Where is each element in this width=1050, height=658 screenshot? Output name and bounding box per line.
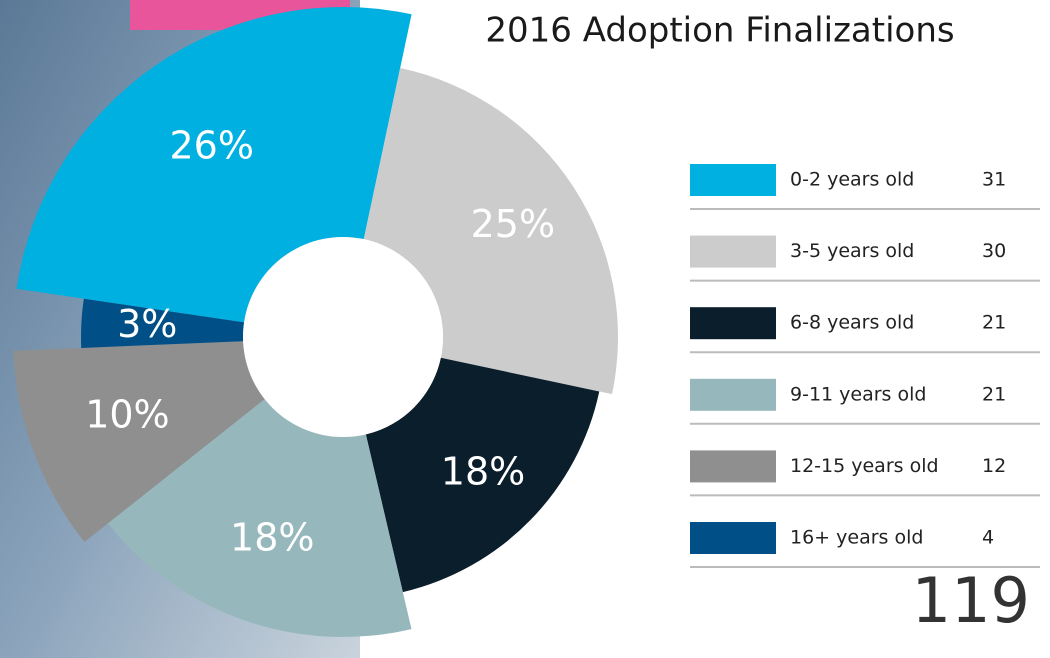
slice-label: 25% xyxy=(471,202,555,246)
legend-value: 4 xyxy=(982,527,994,549)
pie-slice xyxy=(13,341,265,542)
legend-swatch xyxy=(690,522,776,554)
pie-slice xyxy=(81,298,245,348)
slice-label: 18% xyxy=(230,516,314,560)
pie-slice xyxy=(363,68,619,395)
chart-title: 2016 Adoption Finalizations xyxy=(485,11,954,51)
legend-label: 12-15 years old xyxy=(790,455,939,477)
legend-swatch xyxy=(690,235,776,268)
legend-label: 0-2 years old xyxy=(790,169,914,191)
legend-value: 21 xyxy=(982,383,1006,405)
legend-swatch xyxy=(690,450,776,483)
pie: 26% 25% 18% 18% 10% 3% xyxy=(13,7,619,637)
legend-value: 21 xyxy=(982,312,1006,334)
slice-label: 26% xyxy=(170,124,254,168)
legend-label: 3-5 years old xyxy=(790,240,914,262)
slice-label: 3% xyxy=(117,302,177,346)
slice-label: 10% xyxy=(85,393,169,437)
legend: 0-2 years old 31 3-5 years old 30 6-8 years … xyxy=(690,164,1040,568)
legend-label: 9-11 years old xyxy=(790,383,926,405)
legend-label: 6-8 years old xyxy=(790,312,914,334)
legend-label: 16+ years old xyxy=(790,527,923,549)
pie-slice xyxy=(16,7,412,323)
total: 119 xyxy=(912,564,1030,637)
legend-swatch xyxy=(690,378,776,411)
pie-slice xyxy=(107,399,412,637)
legend-value: 12 xyxy=(982,455,1006,477)
legend-value: 31 xyxy=(982,169,1006,191)
slice-label: 18% xyxy=(441,450,525,494)
legend-value: 30 xyxy=(982,240,1006,262)
donut-hole xyxy=(243,237,443,437)
pie-slice xyxy=(365,357,600,593)
legend-swatch xyxy=(690,307,776,340)
legend-swatch xyxy=(690,164,776,196)
